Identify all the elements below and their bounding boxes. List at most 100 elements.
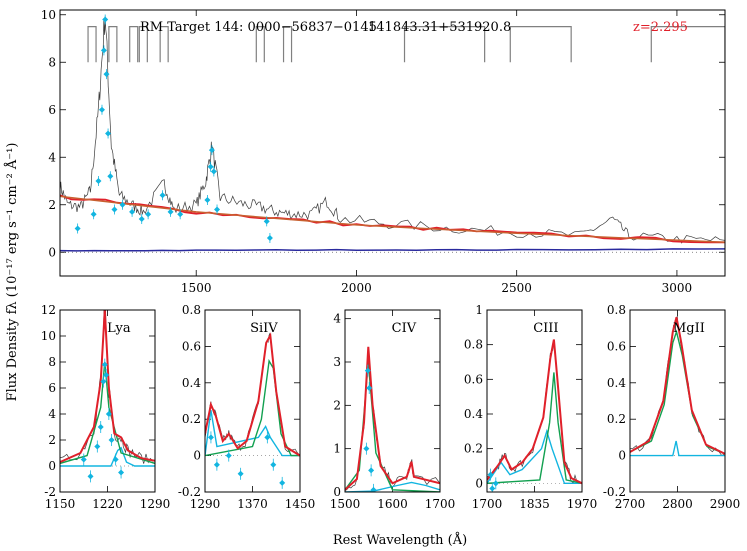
main-line-bracket: [650, 26, 725, 63]
panel-flux-line: [205, 332, 300, 456]
panel-frame: [344, 309, 441, 493]
panel-line-label: CIII: [533, 321, 558, 336]
main-xtick-label: 1500: [181, 281, 212, 295]
panel-ciii-xtick-label: 1835: [519, 497, 550, 511]
panel-lya-ytick-label: 8: [48, 355, 56, 369]
panel-siiv-xtick-label: 1370: [237, 497, 268, 511]
panel-siiv-ytick-label: 0.6: [182, 339, 201, 353]
panel-plot-area: [205, 332, 300, 489]
panel-frame: [486, 309, 583, 493]
main-line-marker: [255, 26, 265, 63]
panel-data-point: [489, 485, 496, 492]
main-xtick-label: 3000: [662, 281, 693, 295]
main-line-marker: [282, 26, 293, 63]
panel-data-point: [225, 452, 232, 459]
panel-siiv-xtick-label: 1450: [285, 497, 316, 511]
main-data-point: [263, 218, 270, 225]
panel-frame: [59, 309, 156, 493]
main-data-point: [214, 206, 221, 213]
line-panel-ciii: 1700 1835 1970 0 0.2 0.4 0.6 0.8 1 CIII: [464, 303, 597, 511]
main-data-point: [145, 211, 152, 218]
panel-data-point: [101, 361, 108, 368]
panel-data-point: [103, 372, 110, 378]
main-continuum-line: [60, 195, 725, 244]
main-data-point: [98, 106, 105, 113]
panel-data-point: [487, 471, 494, 478]
panel-total-fit: [630, 317, 725, 455]
main-data-point: [103, 71, 110, 78]
panel-ciii-ytick-label: 0.8: [464, 338, 483, 352]
panel-lya-xtick-label: 1150: [45, 497, 76, 511]
main-line-marker: [138, 26, 148, 63]
panel-data-point: [370, 486, 377, 492]
line-panel-lya: 1150 1220 1290 -2 0 2 4 6 8 10 12 Lya: [41, 303, 171, 511]
line-panel-siiv: 1290 1370 1450 -0.2 0 0.2 0.4 0.6 0.8 SiIV: [178, 303, 315, 511]
panel-data-point: [364, 367, 371, 374]
main-data-point: [107, 173, 114, 180]
main-line-marker: [129, 26, 139, 63]
main-line-bracket: [403, 26, 486, 63]
main-ytick-label: 10: [41, 8, 56, 22]
main-line-marker: [87, 26, 97, 63]
main-data-point: [207, 163, 214, 170]
panel-ciii-ytick-label: 0.2: [464, 442, 483, 456]
main-data-point: [74, 225, 81, 232]
main-data-point: [105, 130, 112, 137]
panel-data-point: [270, 461, 277, 468]
main-fit-line: [60, 194, 725, 244]
panel-data-point: [264, 434, 271, 441]
main-data-point: [95, 178, 102, 184]
panel-mgii-ytick-label: 0: [618, 449, 626, 463]
panel-ciii-ytick-label: 0.6: [464, 372, 483, 386]
panel-siiv-xtick-label: 1290: [190, 497, 221, 511]
panel-ciii-ytick-label: 0: [475, 476, 483, 490]
panel-narrow-component: [487, 428, 582, 484]
panel-data-point: [366, 385, 373, 391]
panel-mgii-ytick-label: 0.4: [607, 376, 626, 390]
panel-mgii-xtick-label: 2700: [615, 497, 646, 511]
panel-narrow-component: [60, 446, 155, 467]
panel-data-point: [213, 461, 220, 468]
panel-lya-ytick-label: 0: [48, 459, 56, 473]
panel-siiv-ytick-label: -0.2: [178, 485, 201, 499]
main-data-point: [100, 47, 107, 54]
panel-siiv-ytick-label: 0: [193, 449, 201, 463]
panel-mgii-ytick-label: 0.8: [607, 303, 626, 317]
main-line-marker: [108, 26, 118, 63]
main-title-mid: 141843.31+531920.8: [368, 20, 511, 35]
panel-frame: [204, 309, 301, 493]
panel-civ-ytick-label: 2: [333, 398, 341, 412]
main-redshift: z=2.295: [633, 20, 688, 35]
main-data-point: [208, 147, 215, 154]
panel-line-label: CIV: [392, 321, 417, 336]
main-data-point: [129, 208, 136, 215]
panel-ciii-xtick-label: 1700: [472, 497, 503, 511]
panel-data-point: [279, 479, 286, 486]
main-ytick-label: 4: [48, 150, 56, 164]
panel-data-point: [94, 443, 101, 450]
panel-data-point: [87, 473, 94, 480]
panel-lya-ytick-label: -2: [44, 485, 56, 499]
main-xtick-label: 2000: [341, 281, 372, 295]
panel-mgii-ytick-label: 0.2: [607, 412, 626, 426]
line-panel-civ: 1500 1600 1700 0 1 2 3 4 CIV: [330, 309, 456, 511]
main-data-point: [266, 235, 273, 241]
panel-total-fit: [345, 346, 440, 491]
main-xtick-label: 2500: [501, 281, 532, 295]
panel-lya-xtick-label: 1290: [140, 497, 171, 511]
panel-frame: [629, 309, 726, 493]
panel-data-point: [207, 434, 214, 441]
panel-siiv-ytick-label: 0.2: [182, 412, 201, 426]
line-panel-mgii: 2700 2800 2900 -0.2 0 0.2 0.4 0.6 0.8 MgII: [603, 303, 740, 511]
panel-lya-ytick-label: 10: [41, 329, 56, 343]
panel-lya-ytick-label: 4: [48, 407, 56, 421]
panel-data-point: [237, 470, 244, 477]
panel-data-point: [118, 469, 125, 476]
panel-siiv-ytick-label: 0.4: [182, 376, 201, 390]
main-data-point: [102, 16, 109, 23]
panel-civ-xtick-label: 1700: [425, 497, 456, 511]
panel-lya-ytick-label: 2: [48, 433, 56, 447]
panel-broad-component: [487, 372, 582, 484]
